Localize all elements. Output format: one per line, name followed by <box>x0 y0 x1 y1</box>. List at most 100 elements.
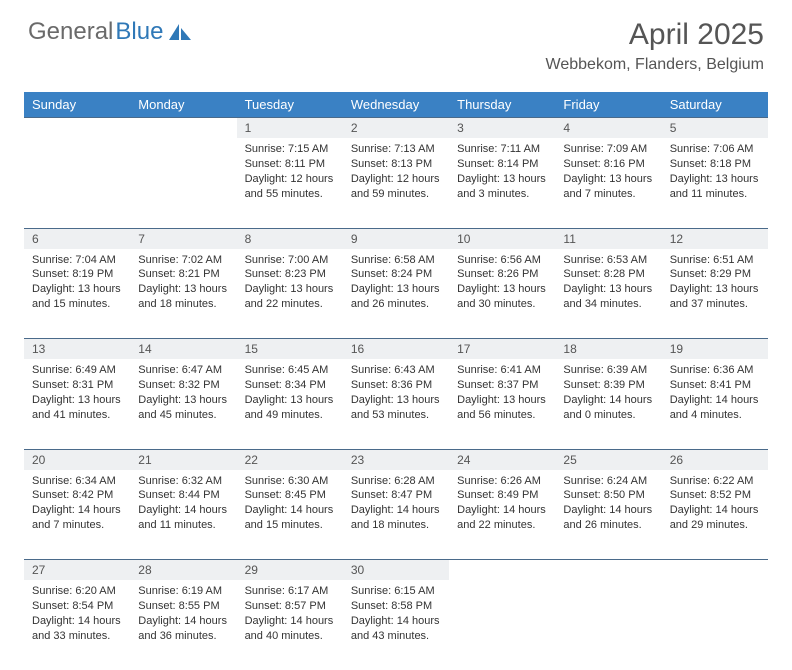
day-content-cell: Sunrise: 7:09 AMSunset: 8:16 PMDaylight:… <box>555 138 661 228</box>
day-content-cell: Sunrise: 6:56 AMSunset: 8:26 PMDaylight:… <box>449 249 555 339</box>
sunset-line: Sunset: 8:49 PM <box>457 488 547 503</box>
day-number-row: 20212223242526 <box>24 449 768 470</box>
day-number-cell: 21 <box>130 449 236 470</box>
day-number-cell: 10 <box>449 228 555 249</box>
day-content-cell <box>449 580 555 670</box>
day-number-cell: 24 <box>449 449 555 470</box>
sunrise-line: Sunrise: 7:13 AM <box>351 142 441 157</box>
day-content-row: Sunrise: 6:34 AMSunset: 8:42 PMDaylight:… <box>24 470 768 560</box>
day-number-cell: 4 <box>555 118 661 139</box>
day-content-cell: Sunrise: 6:58 AMSunset: 8:24 PMDaylight:… <box>343 249 449 339</box>
sunrise-line: Sunrise: 6:17 AM <box>245 584 335 599</box>
day-number-cell: 2 <box>343 118 449 139</box>
sunrise-line: Sunrise: 6:32 AM <box>138 474 228 489</box>
day-number-cell: 16 <box>343 339 449 360</box>
daylight-line: Daylight: 13 hours and 18 minutes. <box>138 282 228 312</box>
daylight-line: Daylight: 13 hours and 45 minutes. <box>138 393 228 423</box>
sunrise-line: Sunrise: 7:15 AM <box>245 142 335 157</box>
day-number-cell: 23 <box>343 449 449 470</box>
day-content-cell: Sunrise: 7:06 AMSunset: 8:18 PMDaylight:… <box>662 138 768 228</box>
day-number-cell: 15 <box>237 339 343 360</box>
sunset-line: Sunset: 8:45 PM <box>245 488 335 503</box>
sunrise-line: Sunrise: 6:47 AM <box>138 363 228 378</box>
logo-text-general: General <box>28 18 113 46</box>
sunrise-line: Sunrise: 6:28 AM <box>351 474 441 489</box>
day-number-cell: 7 <box>130 228 236 249</box>
sunset-line: Sunset: 8:16 PM <box>563 157 653 172</box>
day-content-cell <box>24 138 130 228</box>
sunrise-line: Sunrise: 6:39 AM <box>563 363 653 378</box>
daylight-line: Daylight: 12 hours and 55 minutes. <box>245 172 335 202</box>
day-content-cell: Sunrise: 7:00 AMSunset: 8:23 PMDaylight:… <box>237 249 343 339</box>
day-number-cell: 6 <box>24 228 130 249</box>
day-content-cell: Sunrise: 6:19 AMSunset: 8:55 PMDaylight:… <box>130 580 236 670</box>
day-content-row: Sunrise: 6:49 AMSunset: 8:31 PM Daylight:… <box>24 359 768 449</box>
sunset-line: Sunset: 8:41 PM <box>670 378 760 393</box>
day-content-cell: Sunrise: 6:39 AMSunset: 8:39 PMDaylight:… <box>555 359 661 449</box>
day-content-row: Sunrise: 7:15 AMSunset: 8:11 PMDaylight:… <box>24 138 768 228</box>
daylight-line: Daylight: 14 hours and 33 minutes. <box>32 614 122 644</box>
daylight-line: Daylight: 13 hours and 22 minutes. <box>245 282 335 312</box>
sunrise-line: Sunrise: 6:26 AM <box>457 474 547 489</box>
day-number-row: 6789101112 <box>24 228 768 249</box>
daylight-line: Daylight: 14 hours and 36 minutes. <box>138 614 228 644</box>
day-number-cell: 12 <box>662 228 768 249</box>
daylight-line: Daylight: 14 hours and 0 minutes. <box>563 393 653 423</box>
sunset-line: Sunset: 8:28 PM <box>563 267 653 282</box>
sunset-line: Sunset: 8:50 PM <box>563 488 653 503</box>
sunset-line: Sunset: 8:47 PM <box>351 488 441 503</box>
day-number-cell: 25 <box>555 449 661 470</box>
daylight-line: Daylight: 12 hours and 59 minutes. <box>351 172 441 202</box>
day-content-cell: Sunrise: 7:02 AMSunset: 8:21 PMDaylight:… <box>130 249 236 339</box>
sunrise-line: Sunrise: 7:09 AM <box>563 142 653 157</box>
sunset-line: Sunset: 8:54 PM <box>32 599 122 614</box>
sunrise-line: Sunrise: 6:53 AM <box>563 253 653 268</box>
weekday-header: Saturday <box>662 92 768 118</box>
sunrise-line: Sunrise: 7:02 AM <box>138 253 228 268</box>
sunset-line: Sunset: 8:14 PM <box>457 157 547 172</box>
day-content-cell: Sunrise: 6:28 AMSunset: 8:47 PMDaylight:… <box>343 470 449 560</box>
weekday-header: Friday <box>555 92 661 118</box>
day-content-cell: Sunrise: 6:45 AMSunset: 8:34 PMDaylight:… <box>237 359 343 449</box>
sunrise-line: Sunrise: 6:49 AM <box>32 363 122 378</box>
sunset-line: Sunset: 8:55 PM <box>138 599 228 614</box>
daylight-line: Daylight: 13 hours and 11 minutes. <box>670 172 760 202</box>
day-content-cell: Sunrise: 6:22 AMSunset: 8:52 PMDaylight:… <box>662 470 768 560</box>
day-content-cell: Sunrise: 6:51 AMSunset: 8:29 PMDaylight:… <box>662 249 768 339</box>
sunset-line: Sunset: 8:31 PM <box>32 378 122 393</box>
day-content-cell: Sunrise: 6:26 AMSunset: 8:49 PMDaylight:… <box>449 470 555 560</box>
day-number-cell: 28 <box>130 560 236 581</box>
day-number-cell: 3 <box>449 118 555 139</box>
day-number-cell: 27 <box>24 560 130 581</box>
day-number-cell: 8 <box>237 228 343 249</box>
daylight-line: Daylight: 13 hours and 7 minutes. <box>563 172 653 202</box>
day-number-cell: 17 <box>449 339 555 360</box>
day-number-row: 13141516171819 <box>24 339 768 360</box>
day-content-cell: Sunrise: 6:41 AMSunset: 8:37 PMDaylight:… <box>449 359 555 449</box>
day-number-cell <box>130 118 236 139</box>
sunset-line: Sunset: 8:39 PM <box>563 378 653 393</box>
weekday-header: Sunday <box>24 92 130 118</box>
daylight-line: Daylight: 14 hours and 4 minutes. <box>670 393 760 423</box>
daylight-line: Daylight: 13 hours and 15 minutes. <box>32 282 122 312</box>
day-content-cell <box>555 580 661 670</box>
day-content-row: Sunrise: 7:04 AMSunset: 8:19 PMDaylight:… <box>24 249 768 339</box>
header: GeneralBlue April 2025 Webbekom, Flander… <box>0 0 792 78</box>
sunset-line: Sunset: 8:11 PM <box>245 157 335 172</box>
sunrise-line: Sunrise: 7:04 AM <box>32 253 122 268</box>
sunset-line: Sunset: 8:26 PM <box>457 267 547 282</box>
day-number-cell: 30 <box>343 560 449 581</box>
calendar-table: Sunday Monday Tuesday Wednesday Thursday… <box>24 92 768 670</box>
month-title: April 2025 <box>546 18 764 52</box>
day-content-cell: Sunrise: 6:20 AMSunset: 8:54 PMDaylight:… <box>24 580 130 670</box>
sunset-line: Sunset: 8:29 PM <box>670 267 760 282</box>
day-content-cell: Sunrise: 7:15 AMSunset: 8:11 PMDaylight:… <box>237 138 343 228</box>
day-number-row: 12345 <box>24 118 768 139</box>
sunset-line: Sunset: 8:19 PM <box>32 267 122 282</box>
sunset-line: Sunset: 8:24 PM <box>351 267 441 282</box>
daylight-line: Daylight: 14 hours and 18 minutes. <box>351 503 441 533</box>
day-content-row: Sunrise: 6:20 AMSunset: 8:54 PMDaylight:… <box>24 580 768 670</box>
day-content-cell: Sunrise: 7:11 AMSunset: 8:14 PMDaylight:… <box>449 138 555 228</box>
sunset-line: Sunset: 8:52 PM <box>670 488 760 503</box>
day-content-cell <box>662 580 768 670</box>
